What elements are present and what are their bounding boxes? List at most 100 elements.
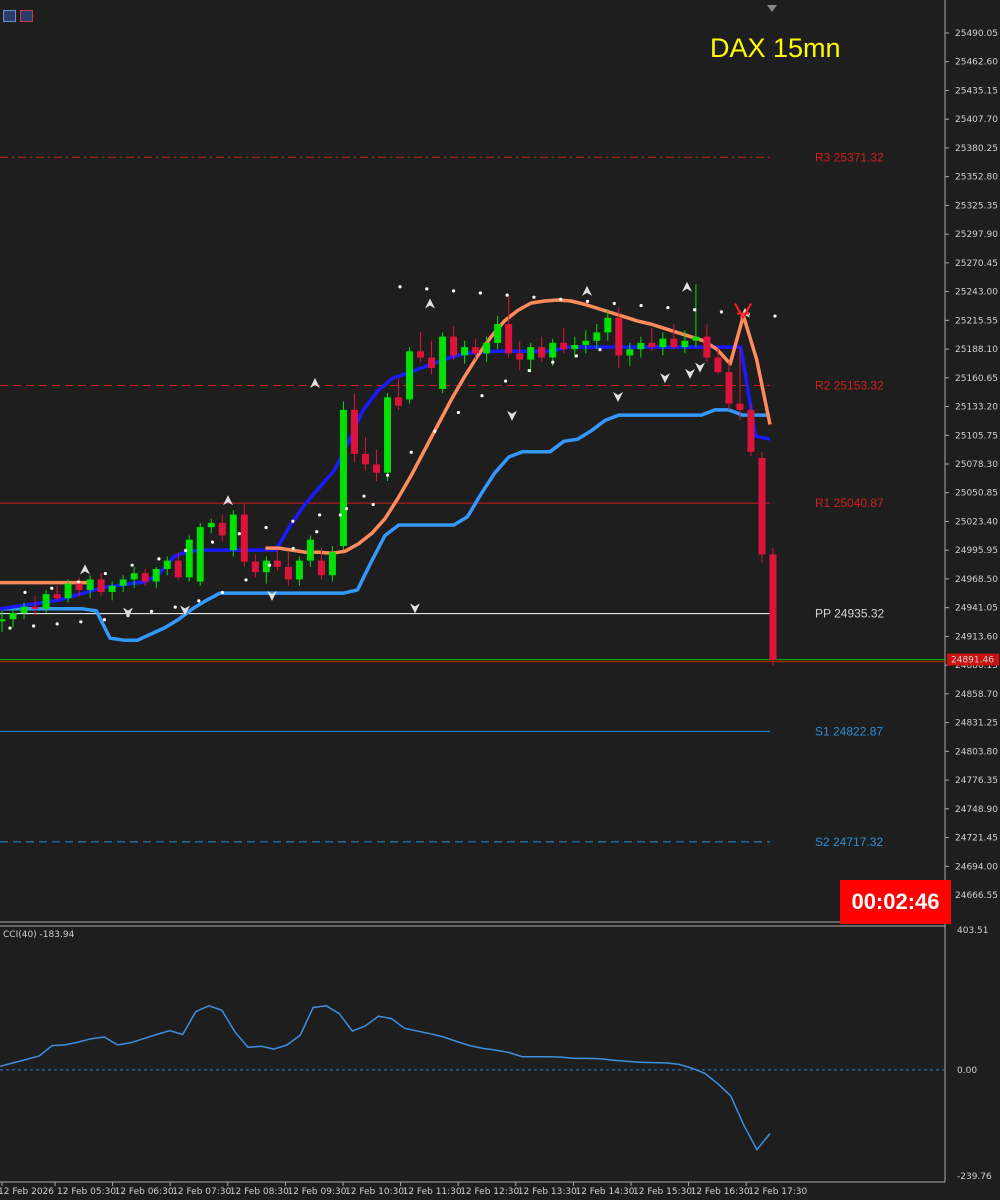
psar-dot [409,450,413,454]
chart-list-icon[interactable] [3,10,16,22]
price-tick-label: 25023.40 [955,517,998,527]
bear-candle [714,357,722,373]
bull-candle [549,342,557,358]
price-tick-label: 24666.55 [955,891,998,901]
fractal-up-arrow-icon [310,378,320,389]
bull-candle [130,573,138,580]
psar-dot [291,519,295,523]
cci-title: CCI(40) -183.94 [3,930,75,940]
scroll-marker-icon[interactable] [767,5,777,12]
candle-countdown-timer: 00:02:46 [840,880,951,924]
price-tick-label: 24968.50 [955,575,998,585]
bull-candle [42,594,50,609]
bull-candle [571,344,579,350]
bear-candle [450,336,458,356]
bear-candle [218,522,226,536]
bear-candle [472,347,480,354]
price-tick-label: 25215.55 [955,316,998,326]
bull-candle [461,347,469,356]
pivot-label-r1: R1 25040.87 [815,496,884,510]
time-tick-label: 12 Feb 15:30 [633,1187,692,1197]
fractal-down-arrow-icon [695,362,705,373]
psar-dot [773,314,777,318]
bull-candle [681,340,689,348]
bull-candle [306,539,314,561]
bear-candle [317,560,325,576]
bull-candle [185,539,193,578]
bull-candle [626,349,634,356]
price-tick-label: 25380.25 [955,144,998,154]
psar-dot [478,291,482,295]
psar-dot [398,285,402,289]
pivot-label-pp: PP 24935.32 [815,607,885,621]
psar-dot [31,624,36,628]
price-tick-label: 25243.00 [955,288,998,298]
time-tick-label: 12 Feb 10:30 [345,1187,404,1197]
chart-title: DAX 15mn [710,33,841,63]
price-tick-label: 24913.60 [955,632,998,642]
time-tick-label: 12 Feb 11:30 [403,1187,462,1197]
bear-candle [350,409,358,454]
bear-candle [769,554,777,661]
psar-dot [551,360,555,364]
bear-candle [648,342,656,348]
psar-dot [8,626,12,630]
psar-dot [574,354,579,358]
price-tick-label: 25297.90 [955,230,998,240]
bear-candle [284,566,292,580]
price-tick-label: 24694.00 [955,862,998,872]
psar-dot [197,599,201,603]
bear-candle [747,409,755,452]
cci-tick-label: 403.51 [957,926,989,936]
bull-candle [384,397,391,473]
bear-candle [417,351,425,358]
psar-dot [612,301,616,306]
bear-candle [97,579,105,593]
psar-dot [505,293,509,297]
price-tick-label: 25352.80 [955,173,998,183]
bull-candle [582,340,590,345]
bull-candle [163,560,171,569]
bear-candle [372,464,380,473]
psar-dot [150,609,154,613]
psar-dot [315,530,319,534]
psar-dot [598,348,602,352]
bull-candle [527,347,535,360]
bear-candle [395,397,403,406]
psar-dot [103,571,107,576]
psar-dot [23,590,27,594]
price-tick-label: 25490.05 [955,29,998,39]
bull-candle [229,514,237,551]
bull-candle [9,612,17,620]
psar-dot [157,557,161,561]
price-tick-label: 24941.05 [955,604,998,614]
psar-dot [371,502,375,507]
price-tick-label: 24831.25 [955,719,998,729]
bull-candle [328,552,336,576]
bull-candle [439,336,447,389]
fractal-down-arrow-icon [507,410,517,421]
psar-dot [666,306,670,310]
psar-dot [719,310,724,314]
bull-candle [86,579,94,590]
bull-candle [207,522,215,528]
bear-candle [725,372,733,404]
cci-line [0,1004,771,1151]
psar-dot [76,580,81,584]
fractal-up-arrow-icon [582,285,592,296]
psar-dot [220,590,224,595]
psar-dot [291,546,295,551]
fractal-down-arrow-icon [660,373,670,384]
time-tick-label: 12 Feb 16:30 [691,1187,750,1197]
time-tick-label: 12 Feb 06:30 [115,1187,174,1197]
chart-flag-icon[interactable] [20,10,33,22]
psar-dot [362,494,366,498]
psar-dot [456,410,460,415]
price-tick-label: 24886.15 [955,661,998,671]
bear-candle [53,594,61,599]
psar-dot [532,295,536,299]
bull-candle [295,560,303,580]
price-tick-label: 25050.85 [955,489,998,499]
